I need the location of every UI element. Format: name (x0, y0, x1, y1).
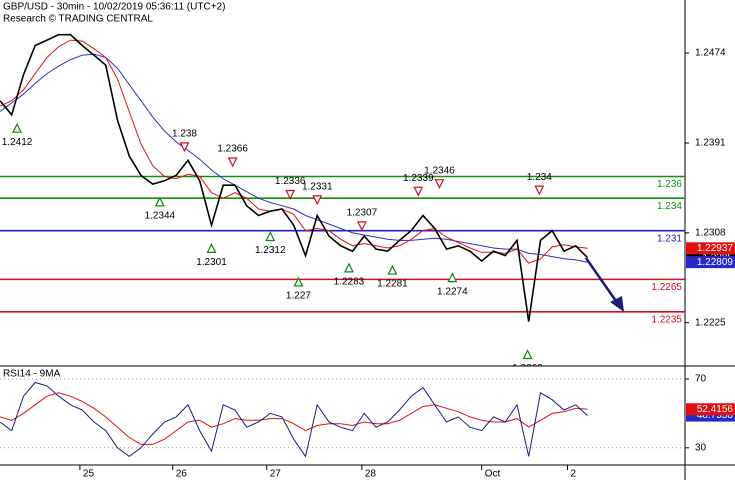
rsi-title: RSI14 - 9MA (3, 369, 61, 380)
low-marker (387, 264, 398, 275)
high-marker (356, 221, 367, 232)
high-marker (179, 142, 190, 153)
last-value-label: 52.4156 (697, 404, 734, 415)
low-marker (265, 231, 276, 242)
x-tick-label: Oct (485, 469, 501, 480)
annotation-label: 1.2301 (196, 257, 227, 268)
y-tick-label: 1.2391 (695, 138, 726, 149)
last-value-box (686, 256, 735, 269)
series-line (0, 53, 588, 263)
annotation-label: 1.2346 (424, 165, 455, 176)
high-marker (534, 185, 545, 196)
last-value-label: 1.22937 (697, 243, 734, 254)
series-line (0, 33, 589, 322)
annotation-label: 1.2331 (302, 182, 333, 193)
x-tick-label: 25 (83, 469, 95, 480)
high-marker (434, 179, 445, 190)
annotation-label: 1.2281 (377, 279, 408, 290)
level-label: 1.234 (657, 201, 682, 212)
x-tick-label: 27 (270, 469, 282, 480)
forecast-arrow-head (610, 296, 624, 312)
annotation-label: 1.234 (527, 172, 552, 183)
last-value-box (686, 242, 735, 255)
y-tick-label: 70 (695, 374, 707, 385)
series-line (0, 381, 588, 458)
plot-area: 1.236 1.234 1.231 1.2265 1.2235 1.2412 1.238 1.… (0, 33, 685, 374)
level-label: 1.236 (657, 179, 682, 190)
annotation-label: 1.227 (286, 291, 311, 302)
high-marker (312, 195, 323, 206)
price-panel: 1.236 1.234 1.231 1.2265 1.2235 1.2412 1.238 1.… (0, 33, 685, 374)
y-tick-label: 1.2308 (695, 227, 726, 238)
low-marker (154, 196, 165, 207)
plot-area (0, 378, 685, 458)
chart-subtitle: Research © TRADING CENTRAL (3, 14, 153, 25)
x-tick-label: 28 (365, 469, 377, 480)
last-value-box (686, 403, 735, 416)
annotation-label: 1.2412 (2, 137, 33, 148)
last-value-label: 1.22809 (697, 257, 734, 268)
low-marker (206, 243, 217, 253)
annotation-label: 1.2203 (512, 363, 543, 374)
annotation-label: 1.2312 (255, 245, 286, 256)
y-tick-label: 1.2474 (695, 48, 726, 59)
level-label: 1.2265 (651, 282, 682, 293)
axes: 1.2474 1.2391 1.2308 1.2225 25 26 27 28 Oct 2 1.22… (79, 48, 735, 480)
high-marker (285, 189, 296, 200)
x-tick-label: 26 (176, 469, 188, 480)
annotation-label: 1.2274 (437, 286, 468, 297)
y-tick-label: 1.2225 (695, 317, 726, 328)
low-marker (522, 349, 533, 360)
high-marker (227, 157, 238, 168)
y-tick-label: 30 (695, 442, 707, 453)
low-marker (343, 262, 354, 273)
high-marker (413, 186, 424, 197)
low-marker (447, 272, 458, 283)
annotation-label: 1.2344 (144, 210, 175, 221)
annotation-label: 1.2339 (403, 173, 434, 184)
level-label: 1.2235 (651, 314, 682, 325)
low-marker (12, 122, 23, 133)
annotation-label: 1.2336 (275, 176, 306, 187)
level-label: 1.231 (657, 233, 682, 244)
forecast-arrow (584, 257, 620, 305)
low-marker (293, 276, 304, 287)
last-value-label: 48.7558 (697, 410, 734, 421)
annotation-label: 1.238 (172, 128, 197, 139)
chart-title: GBP/USD - 30min - 10/02/2019 05:36:11 (U… (3, 2, 225, 13)
annotation-label: 1.2283 (334, 277, 365, 288)
rsi-panel (0, 378, 685, 458)
annotation-label: 1.2307 (347, 208, 378, 219)
annotation-label: 1.2366 (217, 144, 248, 155)
x-tick-label: 2 (571, 469, 577, 480)
series-line (0, 39, 588, 264)
